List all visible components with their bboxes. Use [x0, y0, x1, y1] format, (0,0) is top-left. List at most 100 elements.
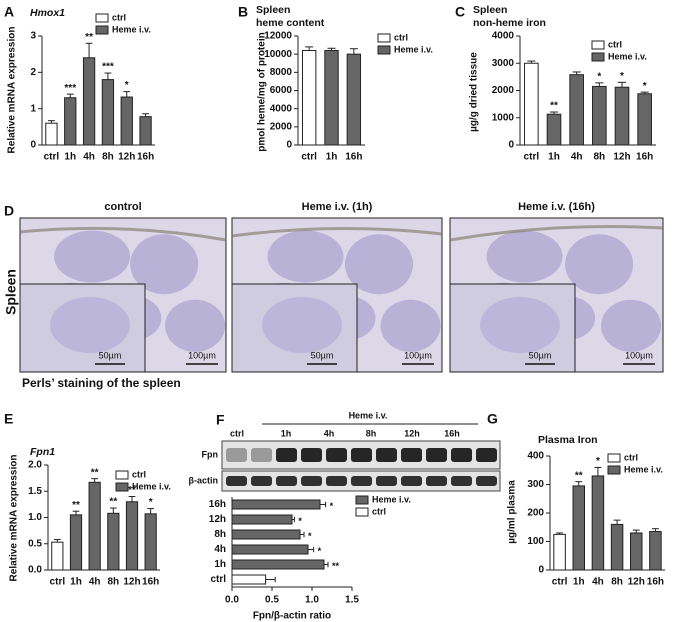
y-tick-label: 0.0 [28, 565, 42, 576]
y-tick-label: 16h [209, 499, 226, 510]
legend-swatch [95, 25, 109, 35]
x-tick-label: ctrl [524, 152, 540, 163]
panel-letter: E [4, 411, 13, 427]
y-tick-label: 12h [209, 514, 226, 525]
legend-label: ctrl [608, 39, 622, 49]
x-tick-label: 1.5 [345, 595, 359, 606]
bar [572, 485, 585, 571]
y-tick-label: 3000 [492, 58, 515, 69]
bar [637, 93, 652, 146]
bar [324, 50, 339, 146]
x-tick-label: 1.0 [305, 595, 319, 606]
y-tick-label: 8h [214, 529, 226, 540]
row-label: Fpn [202, 449, 219, 459]
y-tick-label: 12000 [264, 31, 292, 42]
x-tick-label: 12h [123, 577, 140, 588]
x-tick-label: 16h [647, 577, 664, 588]
legend-label: Heme i.v. [112, 24, 151, 34]
legend-label: ctrl [624, 452, 638, 462]
x-tick-label: 16h [636, 152, 653, 163]
y-tick-label: ctrl [210, 574, 226, 585]
blot-band [276, 476, 297, 486]
inset-follicle [480, 297, 560, 353]
y-tick-label: 8000 [270, 67, 293, 78]
y-tick-label: 4000 [492, 31, 515, 42]
x-tick-label: 4h [89, 577, 101, 588]
bar [139, 116, 152, 146]
x-tick-label: 16h [137, 152, 154, 163]
scale: 100µm [625, 350, 653, 360]
significance: ** [332, 561, 340, 571]
chart-title: Spleen [256, 4, 290, 16]
lane-label: 1h [281, 428, 292, 438]
blot-band [376, 448, 397, 462]
blot-band [376, 476, 397, 486]
inset-scale: 50µm [311, 350, 334, 360]
x-tick-label: 1h [573, 577, 585, 588]
significance: ** [550, 101, 558, 112]
x-tick-label: 8h [593, 152, 605, 163]
y-tick-label: 1.5 [28, 486, 42, 497]
inset-scale: 50µm [99, 350, 122, 360]
bar [592, 85, 607, 146]
y-tick-label: 4000 [270, 103, 293, 114]
x-tick-label: 1h [64, 152, 76, 163]
capsule [19, 226, 227, 242]
chart-subtitle: heme content [256, 17, 325, 29]
legend-swatch [355, 507, 369, 517]
y-tick-label: 10000 [264, 49, 292, 60]
follicle [565, 234, 634, 295]
chart-title: Fpn1 [30, 446, 55, 458]
blot-band [351, 448, 372, 462]
x-tick-label: 12h [628, 577, 645, 588]
inset-follicle [262, 297, 342, 353]
lane-label: 8h [366, 428, 377, 438]
blot-band [326, 476, 347, 486]
bar [346, 53, 362, 146]
legend-label: Heme i.v. [608, 51, 647, 61]
bar [614, 86, 630, 146]
blot-band [351, 476, 372, 486]
significance: * [125, 80, 129, 91]
legend-label: Heme i.v. [372, 494, 411, 504]
row-label: β-actin [189, 475, 219, 485]
panel-letter: F [216, 412, 225, 428]
y-tick-label: 2000 [492, 85, 515, 96]
panel-letter: C [455, 4, 465, 20]
legend-swatch [377, 33, 391, 43]
x-tick-label: 12h [613, 152, 630, 163]
x-tick-label: ctrl [50, 577, 66, 588]
significance: * [596, 456, 600, 467]
y-tick-label: 1.0 [28, 512, 42, 523]
legend-label: ctrl [132, 469, 146, 479]
group-label: Heme i.v. [349, 410, 388, 420]
significance: ** [91, 467, 99, 478]
bar [231, 574, 267, 585]
blot-band [426, 476, 447, 486]
blot-band [451, 448, 472, 462]
y-tick-label: 3 [30, 31, 36, 42]
legend-label: Heme i.v. [624, 464, 663, 474]
blot-band [276, 448, 297, 462]
significance: ** [109, 497, 117, 508]
y-tick-label: 2.0 [28, 460, 42, 471]
x-tick-label: ctrl [301, 152, 317, 163]
legend-swatch [115, 482, 129, 492]
bar [649, 531, 662, 571]
follicle [486, 230, 563, 283]
x-tick-label: 1h [548, 152, 560, 163]
blot-band [251, 448, 272, 462]
lane-label: 4h [324, 428, 335, 438]
blot-band [476, 448, 497, 462]
blot-band [301, 476, 322, 486]
legend-label: ctrl [112, 12, 126, 22]
y-tick-label: 0 [30, 140, 36, 151]
bar [64, 97, 77, 146]
image-title: control [104, 201, 141, 213]
chart-title: Hmox1 [30, 7, 65, 19]
significance: * [643, 81, 647, 92]
legend-swatch [607, 453, 621, 463]
x-tick-label: 8h [107, 577, 119, 588]
panel-letter: G [487, 411, 498, 427]
